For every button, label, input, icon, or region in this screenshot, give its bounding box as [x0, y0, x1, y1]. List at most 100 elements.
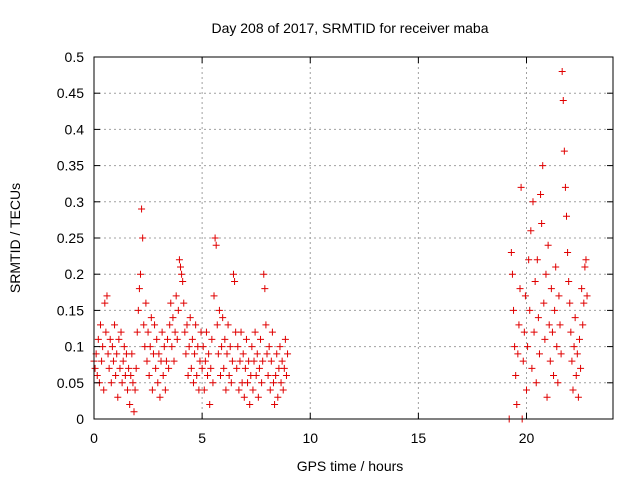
data-point	[557, 350, 565, 358]
data-point	[553, 343, 561, 351]
data-point	[559, 96, 567, 104]
data-point	[152, 364, 160, 372]
data-point	[162, 357, 170, 365]
data-point	[268, 328, 276, 336]
data-point	[540, 299, 548, 307]
data-point	[166, 321, 174, 329]
data-point	[201, 357, 209, 365]
data-point	[281, 335, 289, 343]
data-point	[188, 335, 196, 343]
data-point	[145, 372, 153, 380]
data-point	[556, 321, 564, 329]
data-point	[580, 299, 588, 307]
data-point	[567, 328, 575, 336]
data-point	[170, 357, 178, 365]
data-point	[116, 364, 124, 372]
data-point	[178, 270, 186, 278]
data-point	[207, 364, 215, 372]
data-point	[284, 350, 292, 358]
data-point	[507, 248, 515, 256]
data-point	[111, 321, 119, 329]
data-point	[551, 306, 559, 314]
data-point	[202, 328, 210, 336]
data-point	[94, 335, 102, 343]
data-point	[277, 379, 285, 387]
data-point	[267, 357, 275, 365]
data-point	[581, 263, 589, 271]
data-point	[223, 350, 231, 358]
data-point	[264, 372, 272, 380]
data-point	[537, 191, 545, 199]
data-point	[564, 248, 572, 256]
data-point	[535, 350, 543, 358]
data-point	[151, 321, 159, 329]
data-point	[521, 292, 529, 300]
data-point	[519, 357, 527, 365]
data-point	[209, 379, 217, 387]
data-point	[579, 321, 587, 329]
data-point	[574, 393, 582, 401]
data-point	[554, 379, 562, 387]
data-point	[224, 321, 232, 329]
data-point	[244, 379, 252, 387]
data-point	[146, 343, 154, 351]
data-point	[105, 364, 113, 372]
y-tick-label: 0.25	[57, 230, 84, 246]
data-point	[248, 343, 256, 351]
data-point	[130, 408, 138, 416]
data-point	[236, 357, 244, 365]
data-point	[560, 147, 568, 155]
data-point	[106, 335, 114, 343]
y-tick-label: 0.5	[65, 49, 85, 65]
x-axis-label: GPS time / hours	[297, 458, 404, 474]
grid-layer	[94, 57, 613, 419]
data-point	[156, 393, 164, 401]
data-point	[237, 328, 245, 336]
data-point	[134, 306, 142, 314]
data-point	[555, 292, 563, 300]
data-point	[280, 364, 288, 372]
y-tick-label: 0.05	[57, 375, 84, 391]
data-point	[552, 263, 560, 271]
data-point	[177, 263, 184, 271]
data-point	[179, 277, 187, 285]
data-point	[165, 364, 173, 372]
data-point	[231, 277, 239, 285]
data-point	[167, 299, 175, 307]
data-point	[252, 372, 260, 380]
data-point	[266, 386, 274, 394]
data-point	[246, 401, 254, 409]
data-point	[571, 314, 579, 322]
data-point	[181, 328, 189, 336]
data-point	[160, 343, 168, 351]
data-point	[508, 270, 516, 278]
data-point	[198, 364, 206, 372]
data-point	[213, 321, 221, 329]
data-point	[148, 386, 156, 394]
y-tick-label: 0.4	[65, 121, 85, 137]
data-point	[118, 379, 126, 387]
data-point	[185, 343, 193, 351]
data-point	[129, 379, 137, 387]
data-point	[529, 198, 537, 206]
data-point	[164, 335, 172, 343]
data-point	[221, 335, 229, 343]
data-point	[102, 328, 110, 336]
data-point	[544, 241, 552, 249]
data-point	[229, 270, 237, 278]
data-point	[154, 379, 162, 387]
data-point	[108, 343, 116, 351]
data-point	[534, 314, 542, 322]
data-point	[543, 393, 551, 401]
data-point	[278, 357, 286, 365]
data-point	[143, 357, 151, 365]
data-point	[241, 364, 249, 372]
data-point	[212, 241, 220, 249]
data-point	[542, 270, 550, 278]
data-point	[183, 321, 191, 329]
data-point	[228, 357, 236, 365]
data-point	[570, 343, 578, 351]
data-point	[227, 379, 235, 387]
data-point	[249, 386, 257, 394]
